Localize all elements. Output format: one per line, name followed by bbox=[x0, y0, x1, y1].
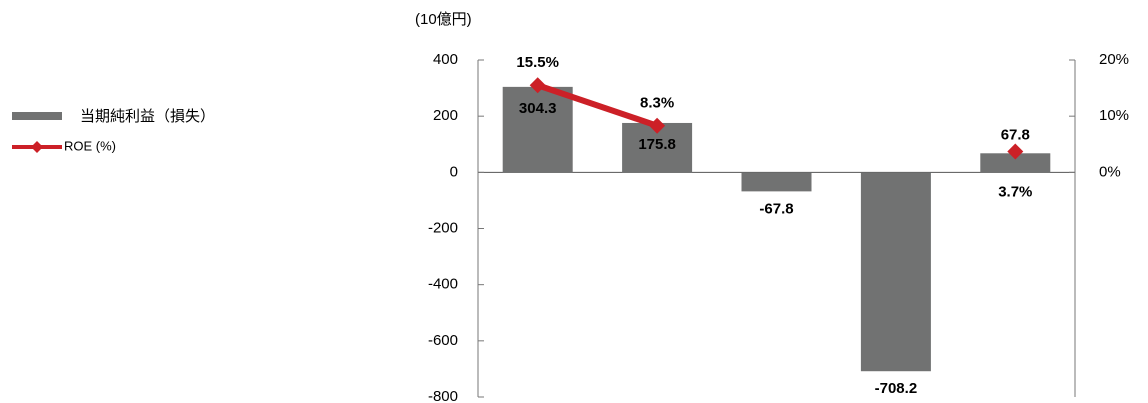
bar-value-label: 304.3 bbox=[519, 100, 557, 117]
roe-marker bbox=[649, 117, 666, 134]
bar-value-label: 67.8 bbox=[1001, 126, 1030, 143]
roe-line bbox=[538, 85, 1016, 151]
y-tick-label: 200 bbox=[433, 107, 458, 124]
bar-value-label: -67.8 bbox=[759, 200, 793, 217]
y-tick-label: -800 bbox=[428, 388, 458, 403]
bar bbox=[860, 172, 931, 372]
roe-value-label: 3.7% bbox=[998, 183, 1032, 200]
legend-marker bbox=[31, 141, 43, 153]
bar bbox=[741, 172, 812, 192]
y-tick-label: -400 bbox=[428, 276, 458, 293]
roe-marker bbox=[529, 77, 546, 94]
bar bbox=[502, 86, 573, 173]
roe-value-label: 8.3% bbox=[640, 95, 674, 112]
bar bbox=[980, 153, 1051, 173]
y-tick-label: 400 bbox=[433, 51, 458, 68]
roe-value-label: 15.5% bbox=[516, 54, 559, 71]
y-tick-label: -200 bbox=[428, 219, 458, 236]
y2-tick-label: 0% bbox=[1099, 163, 1121, 180]
bar-value-label: -708.2 bbox=[875, 380, 918, 397]
y-axis-label: (10億円) bbox=[415, 11, 472, 28]
y2-tick-label: 10% bbox=[1099, 107, 1129, 124]
roe-marker bbox=[1007, 143, 1024, 160]
legend-bar-swatch bbox=[12, 112, 62, 120]
bar-value-label: 175.8 bbox=[638, 136, 676, 153]
legend-label: 当期純利益（損失） bbox=[80, 108, 215, 125]
y-tick-label: 0 bbox=[450, 163, 458, 180]
y2-tick-label: 20% bbox=[1099, 51, 1129, 68]
legend-label: ROE (%) bbox=[64, 138, 116, 153]
y-tick-label: -600 bbox=[428, 332, 458, 349]
